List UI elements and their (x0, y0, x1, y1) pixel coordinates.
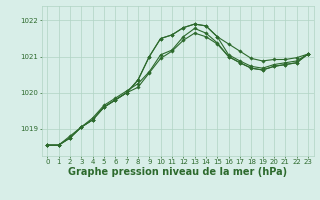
X-axis label: Graphe pression niveau de la mer (hPa): Graphe pression niveau de la mer (hPa) (68, 167, 287, 177)
